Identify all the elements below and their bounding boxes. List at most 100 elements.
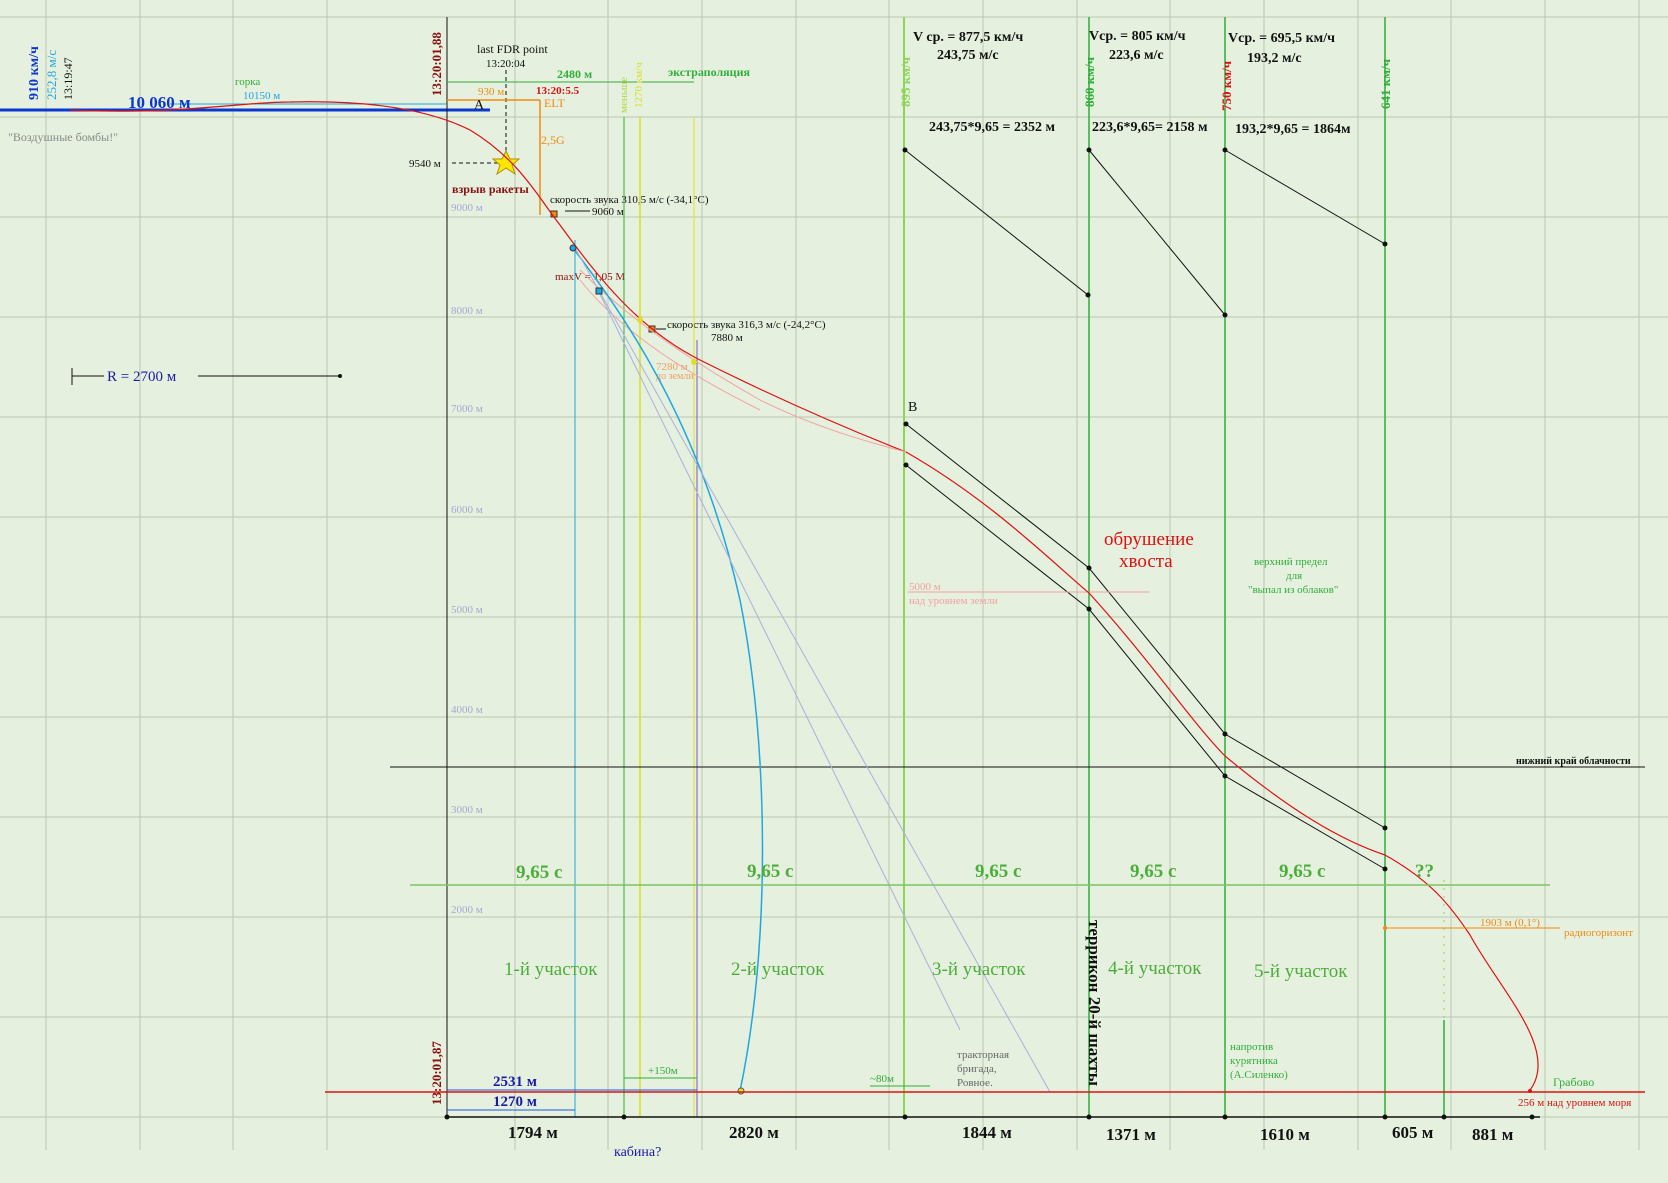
tractor-2: бригада,	[957, 1063, 997, 1075]
grey-line-2	[574, 247, 1051, 1093]
alt-tick: 2000 м	[451, 904, 483, 916]
trajectory-pink-2	[579, 279, 761, 411]
alt-5000: 5000 м	[909, 581, 941, 593]
distance-label: 1610 м	[1260, 1125, 1310, 1144]
upper-limit-3: "выпал из облаков"	[1248, 584, 1338, 596]
elt-label: ELT	[544, 96, 566, 110]
section-label: 2-й участок	[731, 959, 825, 980]
alt-tick: 8000 м	[451, 305, 483, 317]
speed-kmh: 910 км/ч	[27, 46, 42, 100]
explosion-star-icon	[491, 149, 521, 176]
interval: 9,65 с	[975, 861, 1021, 882]
section-label: 5-й участок	[1254, 961, 1348, 982]
sea-level-label: 256 м над уровнем моря	[1518, 1097, 1631, 1109]
grey-line-1	[597, 289, 961, 1031]
calc-1: 243,75*9,65 = 2352 м	[929, 120, 1055, 135]
point-a: A	[474, 98, 485, 113]
yellow-marker	[637, 317, 643, 323]
less-label: меньше	[618, 77, 630, 113]
fdr-time: 13:20:04	[486, 58, 526, 70]
to-ground: до земли	[656, 371, 694, 382]
distance-label: 605 м	[1392, 1123, 1434, 1142]
dist-2480: 2480 м	[557, 67, 592, 81]
speed-ms: 252,8 м/с	[44, 50, 59, 100]
altitude-scale: 9000 м 8000 м 7000 м 6000 м 5000 м 4000 …	[451, 202, 483, 916]
curve-marker-square	[595, 287, 603, 295]
alt-tick: 4000 м	[451, 704, 483, 716]
grabovo-point	[1528, 1089, 1532, 1093]
impact-point	[737, 1087, 745, 1095]
explosion-alt: 9540 м	[409, 158, 441, 170]
offset-150: +150м	[648, 1065, 678, 1077]
time-top: 13:20:01,88	[429, 32, 444, 96]
radius-label: R = 2700 м	[107, 369, 177, 385]
calc-2: 223,6*9,65= 2158 м	[1092, 120, 1208, 135]
section-label: 3-й участок	[932, 959, 1026, 980]
sound-speed-1: скорость звука 310,5 м/с (-34,1°C)	[550, 194, 709, 206]
upper-limit-2: для	[1286, 570, 1302, 582]
v1270-label: 1270 км/ч	[633, 62, 645, 108]
terrikon-label: террикон 20-й шахты	[1085, 920, 1104, 1086]
vline-label-750: 750 км/ч	[1219, 61, 1234, 111]
radio-horizon-point	[1383, 926, 1387, 930]
distances: 1794 м 2820 м 1844 м 1371 м 1610 м 605 м…	[508, 1123, 1514, 1144]
gorka-altitude: 10150 м	[243, 90, 280, 102]
distance-label: 1794 м	[508, 1123, 558, 1142]
yellow-marker-2	[691, 359, 697, 365]
grabovo: Грабово	[1553, 1075, 1594, 1089]
sound-speed-2: скорость звука 316,3 м/с (-24,2°C)	[667, 319, 826, 331]
radius-point	[338, 374, 342, 378]
interval: 9,65 с	[516, 862, 562, 883]
time-start: 13:19:47	[61, 57, 75, 100]
interval: 9,65 с	[1279, 861, 1325, 882]
dist-2531: 2531 м	[493, 1074, 537, 1090]
curve-marker	[569, 244, 577, 252]
slope-segments	[902, 147, 1388, 872]
alt-7280: 7280 м	[656, 361, 688, 373]
distance-ticks	[444, 1114, 1535, 1120]
vms-3: 193,2 м/с	[1247, 51, 1302, 66]
vavg-2: Vср. = 805 км/ч	[1089, 29, 1186, 44]
grid	[0, 0, 1668, 1150]
intervals: 9,65 с 9,65 с 9,65 с 9,65 с 9,65 с	[516, 861, 1325, 883]
vline-label-860: 860 км/ч	[1082, 57, 1097, 107]
cloud-base-label: нижний край облачности	[1516, 756, 1631, 767]
distance-label: 1844 м	[962, 1123, 1012, 1142]
opposite-2: курятника	[1230, 1055, 1278, 1067]
opposite-1: напротив	[1230, 1041, 1273, 1053]
extrapolation-label: экстраполяция	[668, 65, 750, 79]
section-label: 1-й участок	[504, 959, 598, 980]
trajectory-pink-1	[579, 269, 907, 453]
explosion-label: взрыв ракеты	[452, 182, 529, 196]
interval: 9,65 с	[1130, 861, 1176, 882]
altitude-10060: 10 060 м	[128, 93, 191, 112]
sound-alt-2: 7880 м	[711, 332, 743, 344]
alt-tick: 7000 м	[451, 403, 483, 415]
radio-alt: 1903 м (0,1°)	[1480, 917, 1540, 929]
question-mark: ??	[1415, 861, 1434, 882]
vms-2: 223,6 м/с	[1109, 48, 1164, 63]
alt-tick: 3000 м	[451, 804, 483, 816]
offset-80: ~80м	[870, 1073, 894, 1085]
sound-alt-1: 9060 м	[592, 206, 624, 218]
dist-930: 930 м	[478, 86, 504, 98]
vavg-1: V ср. = 877,5 км/ч	[913, 30, 1023, 45]
tractor-3: Ровное.	[957, 1077, 993, 1089]
alt-tick: 6000 м	[451, 504, 483, 516]
maxv-label: maxV = 1,05 M	[555, 271, 625, 283]
sections: 1-й участок 2-й участок 3-й участок 4-й …	[504, 958, 1348, 982]
vavg-3: Vср. = 695,5 км/ч	[1228, 31, 1335, 46]
opposite-3: (А.Силенко)	[1230, 1069, 1288, 1081]
alt-tick: 9000 м	[451, 202, 483, 214]
upper-limit-1: верхний предел	[1254, 556, 1328, 568]
point-b: B	[908, 400, 917, 415]
above-ground: над уровнем земли	[909, 595, 998, 607]
cabin-curve	[572, 247, 764, 1092]
calc-3: 193,2*9,65 = 1864м	[1235, 122, 1351, 137]
bombs-note: "Воздушные бомбы!"	[8, 130, 118, 144]
time-bottom: 13:20:01,87	[429, 1041, 444, 1105]
alt-tick: 5000 м	[451, 604, 483, 616]
radio-horizon-label: радиогоризонт	[1564, 927, 1633, 939]
